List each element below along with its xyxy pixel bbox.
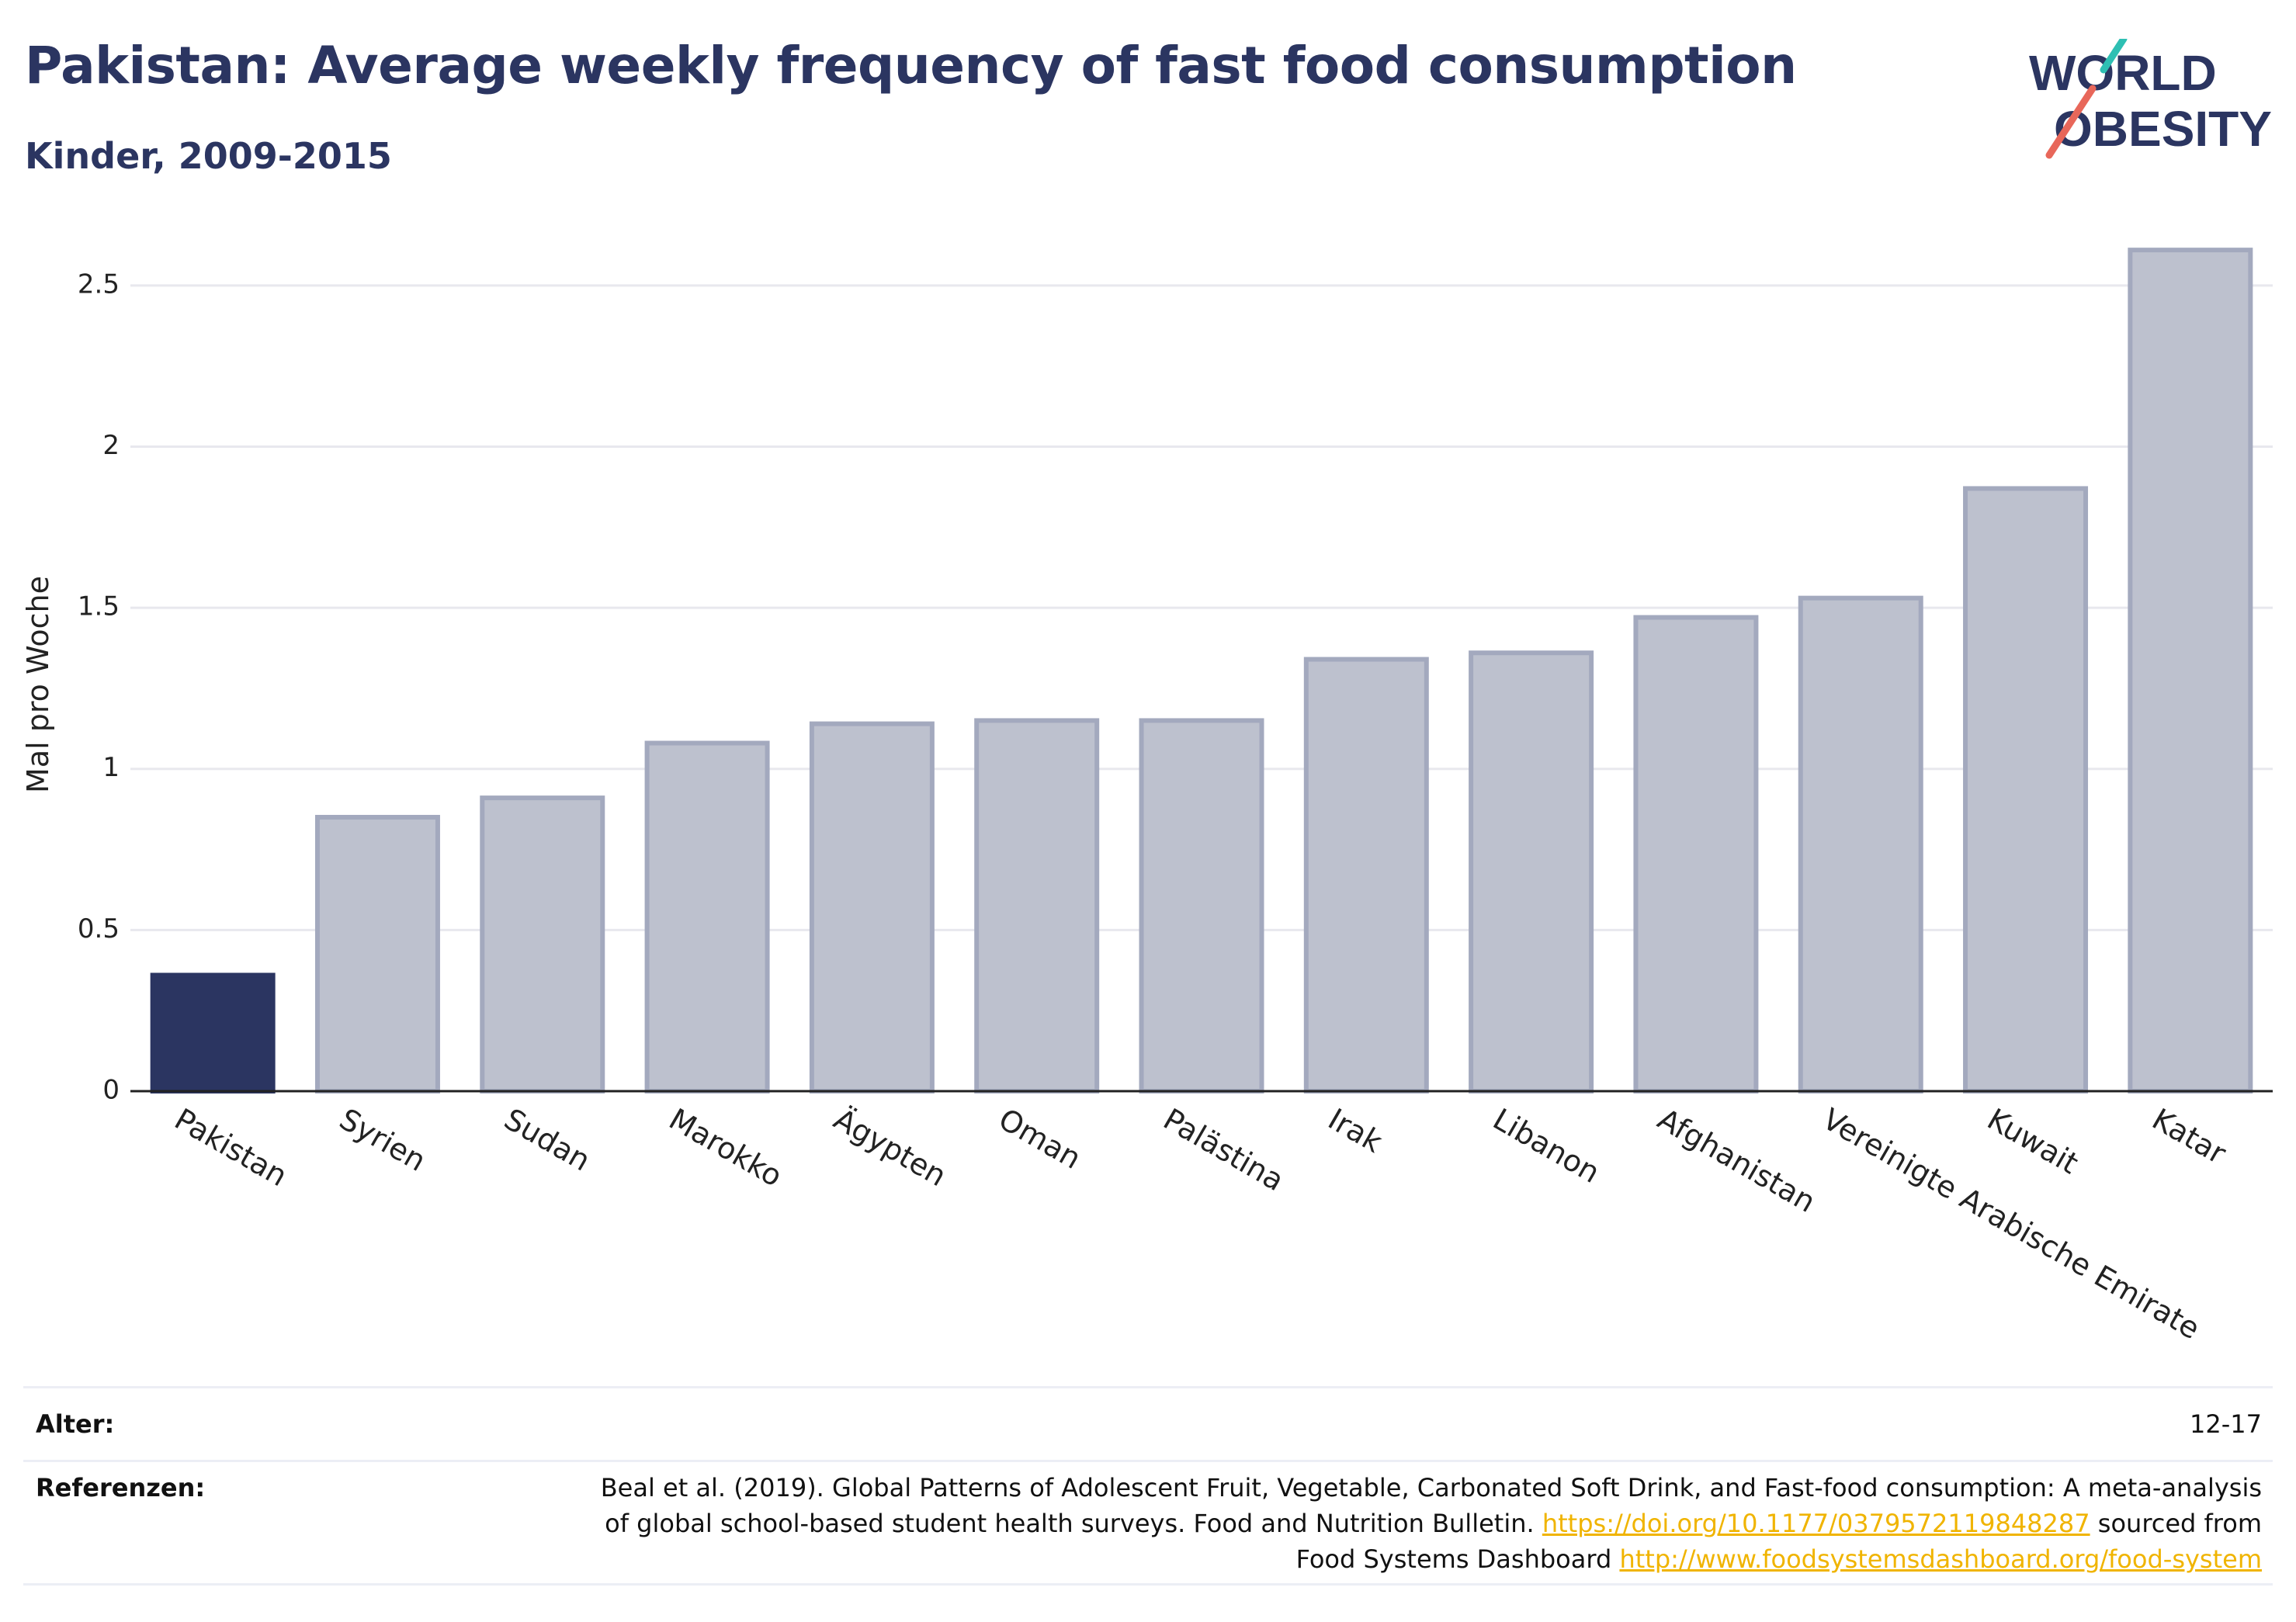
food-systems-link[interactable]: http://www.foodsystemsdashboard.org/food… (1619, 1544, 2262, 1574)
x-tick-label: Ägypten (828, 1102, 952, 1194)
chart-title: Pakistan: Average weekly frequency of fa… (25, 36, 1797, 95)
bar-katar[interactable] (2128, 248, 2253, 1093)
x-tick-label: Syrien (334, 1102, 432, 1178)
bar-afghanistan[interactable] (1633, 615, 1759, 1093)
age-row: Alter: 12-17 (23, 1386, 2273, 1460)
reference-line-1: Beal et al. (2019). Global Patterns of A… (600, 1473, 2262, 1502)
bar-chart: 0 0.5 1 1.5 2 2.5 Pakistan Syrien Sudan Marokko Ä… (21, 248, 2273, 1346)
age-label: Alter: (36, 1409, 115, 1439)
y-tick-label: 0.5 (78, 913, 120, 944)
reference-line-2-text: of global school-based student health su… (605, 1509, 1535, 1538)
y-tick-label: 2.5 (78, 269, 120, 300)
chart-subtitle: Kinder, 2009-2015 (25, 135, 392, 177)
bar-oman[interactable] (974, 718, 1100, 1093)
references-row: Referenzen: Beal et al. (2019). Global P… (23, 1460, 2273, 1586)
x-axis-ticks: Pakistan Syrien Sudan Marokko Ägypten Oman Pal… (169, 1102, 2232, 1346)
logo-line-1: WORLD (2029, 45, 2217, 101)
x-tick-label: Irak (1323, 1102, 1388, 1159)
y-tick-label: 2 (102, 430, 120, 461)
logo-slash-coral (2045, 85, 2097, 159)
bar-marokko[interactable] (644, 740, 770, 1094)
bar-sudan[interactable] (480, 795, 605, 1093)
footer-table: Alter: 12-17 Referenzen: Beal et al. (20… (23, 1386, 2273, 1586)
bar-palästina[interactable] (1139, 718, 1264, 1093)
x-tick-label: Marokko (664, 1102, 789, 1194)
y-tick-label: 1.5 (78, 591, 120, 622)
bar-libanon[interactable] (1469, 650, 1594, 1093)
y-axis-ticks: 0 0.5 1 1.5 2 2.5 (78, 269, 120, 1105)
reference-line-3-text: Food Systems Dashboard (1295, 1544, 1612, 1574)
age-value: 12-17 (2190, 1409, 2262, 1439)
doi-link[interactable]: https://doi.org/10.1177/0379572119848287 (1542, 1509, 2090, 1538)
bar-syrien[interactable] (314, 815, 440, 1094)
x-tick-label: Palästina (1158, 1102, 1290, 1198)
references-label: Referenzen: (36, 1473, 206, 1502)
bar-kuwait[interactable] (1963, 486, 2089, 1093)
reference-line-2: of global school-based student health su… (601, 1506, 2262, 1541)
logo-slash-teal (2100, 39, 2128, 74)
x-tick-label: Pakistan (169, 1102, 293, 1194)
x-tick-label: Kuwait (1982, 1102, 2084, 1181)
y-axis-label: Mal pro Woche (21, 576, 55, 793)
bars (150, 248, 2253, 1094)
bar-vereinigte-arabische-emirate[interactable] (1798, 595, 1923, 1093)
x-tick-label: Sudan (498, 1102, 596, 1178)
logo-line-2: OBESITY (2054, 101, 2272, 157)
x-tick-label: Afghanistan (1652, 1102, 1821, 1219)
world-obesity-logo: WORLD OBESITY (2029, 39, 2272, 159)
bar-irak[interactable] (1303, 657, 1429, 1093)
reference-line-2-suffix: sourced from (2097, 1509, 2262, 1538)
bar-pakistan[interactable] (150, 972, 276, 1093)
bar-ägypten[interactable] (809, 721, 935, 1093)
y-tick-label: 0 (102, 1075, 120, 1106)
y-tick-label: 1 (102, 752, 120, 783)
x-tick-label: Oman (993, 1102, 1087, 1176)
x-tick-label: Libanon (1487, 1102, 1605, 1190)
x-tick-label: Katar (2146, 1102, 2232, 1171)
reference-line-3: Food Systems Dashboard http://www.foodsy… (601, 1541, 2262, 1577)
references-text: Beal et al. (2019). Global Patterns of A… (601, 1470, 2273, 1583)
